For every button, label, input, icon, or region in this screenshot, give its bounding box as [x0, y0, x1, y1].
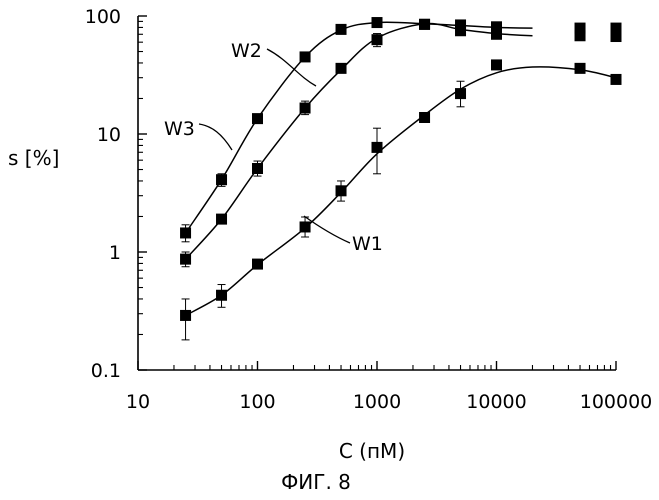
y-tick-label: 10: [97, 124, 121, 146]
data-point: [419, 112, 430, 123]
data-point: [180, 254, 191, 265]
data-point: [491, 21, 502, 32]
series-label-text: W1: [352, 233, 383, 255]
data-point: [611, 74, 622, 85]
y-tick-label: 1: [109, 242, 121, 264]
data-point: [575, 63, 586, 74]
series-label-w1: W1: [304, 216, 383, 255]
data-point: [252, 259, 263, 270]
data-point: [372, 142, 383, 153]
data-point: [372, 34, 383, 45]
data-point: [455, 19, 466, 30]
x-tick-label: 10000: [466, 391, 526, 413]
series-label-w2: W2: [231, 40, 316, 86]
data-point: [372, 17, 383, 28]
data-point: [300, 221, 311, 232]
x-tick-label: 100: [239, 391, 275, 413]
data-point: [575, 23, 586, 34]
data-point: [336, 185, 347, 196]
data-point: [300, 51, 311, 62]
data-point: [252, 163, 263, 174]
series-line: [186, 67, 616, 316]
x-tick-label: 10: [126, 391, 150, 413]
data-point: [252, 113, 263, 124]
data-point: [180, 310, 191, 321]
figure-caption: ФИГ. 8: [281, 470, 351, 494]
x-ticks: 10 100 1000 10000 100000: [126, 361, 652, 413]
series-label-w3: W3: [164, 118, 232, 150]
y-axis-label: s [%]: [8, 146, 59, 170]
y-tick-label: 100: [85, 6, 121, 28]
data-point: [180, 227, 191, 238]
data-point: [336, 63, 347, 74]
series-label-leader: [304, 216, 350, 243]
plot-area: 10 100 1000 10000 100000 0.1 1 10 100: [85, 6, 653, 413]
data-point: [336, 24, 347, 35]
data-point: [419, 19, 430, 30]
series-label-leader: [199, 124, 232, 150]
y-tick-label: 0.1: [91, 360, 121, 382]
series-w1: [180, 59, 621, 339]
series-label-text: W3: [164, 118, 195, 140]
x-tick-label: 1000: [353, 391, 401, 413]
data-point: [491, 59, 502, 70]
x-axis-label: C (пМ): [339, 439, 405, 463]
data-point: [455, 88, 466, 99]
x-tick-label: 100000: [580, 391, 653, 413]
data-point: [300, 103, 311, 114]
data-point: [216, 290, 227, 301]
data-point: [216, 174, 227, 185]
series-layer: [180, 17, 621, 340]
data-point: [216, 214, 227, 225]
series-label-text: W2: [231, 40, 262, 62]
data-point: [611, 23, 622, 34]
